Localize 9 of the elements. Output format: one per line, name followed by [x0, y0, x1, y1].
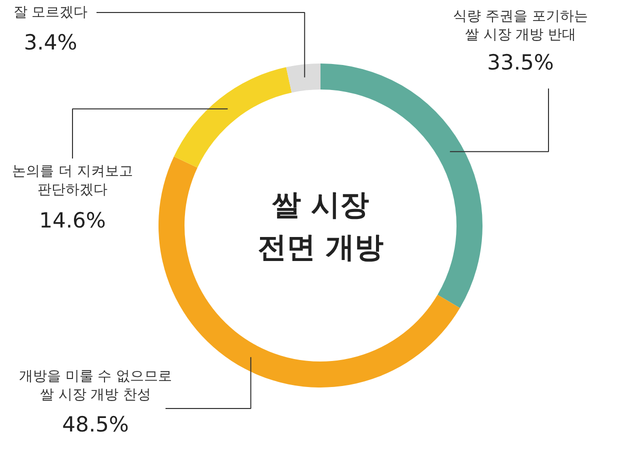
data-label: 33.5% — [487, 50, 554, 74]
data-label: 14.6% — [39, 208, 106, 232]
slice-label: 잘 모르겠다 — [13, 4, 88, 20]
data-label: 48.5% — [62, 412, 129, 436]
slice-label: 개방을 미룰 수 없으므로 쌀 시장 개방 찬성 — [18, 368, 172, 403]
text: 쌀 시장 전면 개방 — [257, 187, 384, 264]
slice-label: 식량 주권을 포기하는 쌀 시장 개방 반대 — [453, 8, 588, 43]
data-label: 3.4% — [24, 30, 78, 54]
slice-label: 논의를 더 지켜보고 판단하겠다 — [12, 164, 133, 198]
